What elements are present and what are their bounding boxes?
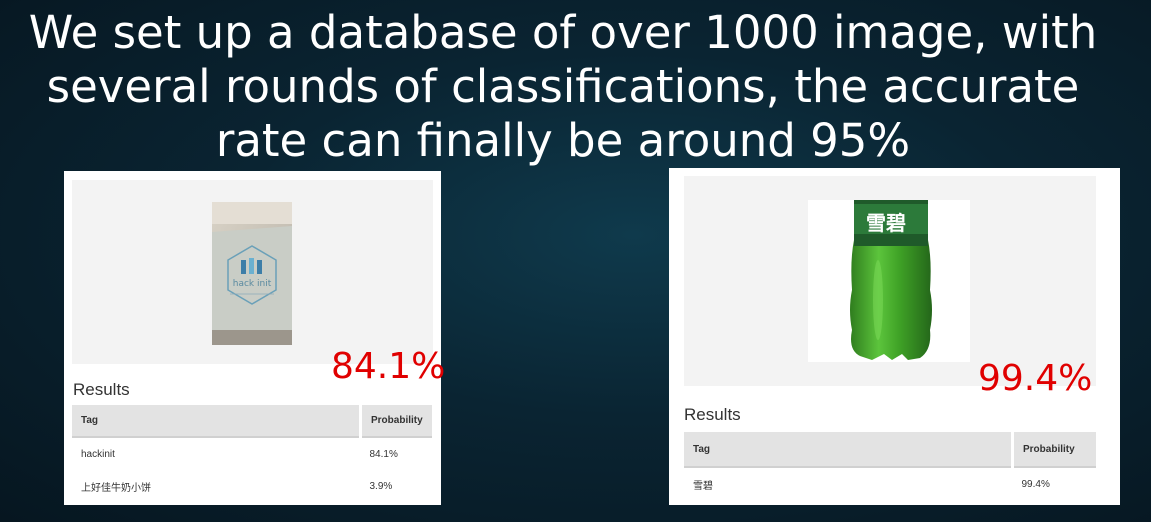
column-header-tag: Tag (72, 405, 361, 438)
column-header-tag: Tag (684, 432, 1013, 468)
tag-cell: 上好佳牛奶小饼 (81, 482, 151, 494)
classification-result-card-1: hack init 84.1% Results Tag Probability … (64, 171, 445, 505)
table-row: hackinit 84.1% (72, 437, 432, 470)
sprite-logo-text: 雪碧 (866, 211, 906, 235)
results-heading: Results (73, 380, 130, 399)
slide-title: We set up a database of over 1000 image,… (28, 6, 1098, 167)
tag-cell: hackinit (81, 448, 115, 460)
probability-cell: 3.9% (369, 480, 393, 492)
image-preview-area: hack init 84.1% (72, 180, 445, 387)
results-table: Tag Probability 雪碧 99.4% (684, 432, 1096, 500)
tag-cell: 雪碧 (693, 480, 713, 492)
column-header-probability: Probability (359, 405, 432, 438)
confidence-percentage: 99.4% (978, 358, 1093, 399)
image-preview-area: 雪碧 99.4% (684, 176, 1096, 399)
sprite-bottle-photo: 雪碧 (808, 200, 970, 362)
table-row: 雪碧 99.4% (684, 467, 1096, 500)
probability-cell: 84.1% (369, 448, 398, 460)
results-table: Tag Probability hackinit 84.1% 上好佳牛奶小饼 3… (72, 405, 432, 502)
table-header-row: Tag Probability (72, 405, 432, 438)
table-row: 上好佳牛奶小饼 3.9% (72, 470, 432, 502)
hackinit-logo-text: hack init (233, 279, 272, 289)
classification-result-card-2: 雪碧 99.4% Results Tag Probability 雪碧 99.4… (669, 168, 1120, 505)
hackinit-photo: hack init (212, 202, 292, 345)
results-heading: Results (684, 405, 741, 424)
table-header-row: Tag Probability (684, 432, 1096, 468)
confidence-percentage: 84.1% (331, 346, 446, 387)
probability-cell: 99.4% (1021, 478, 1050, 490)
column-header-probability: Probability (1011, 432, 1096, 468)
